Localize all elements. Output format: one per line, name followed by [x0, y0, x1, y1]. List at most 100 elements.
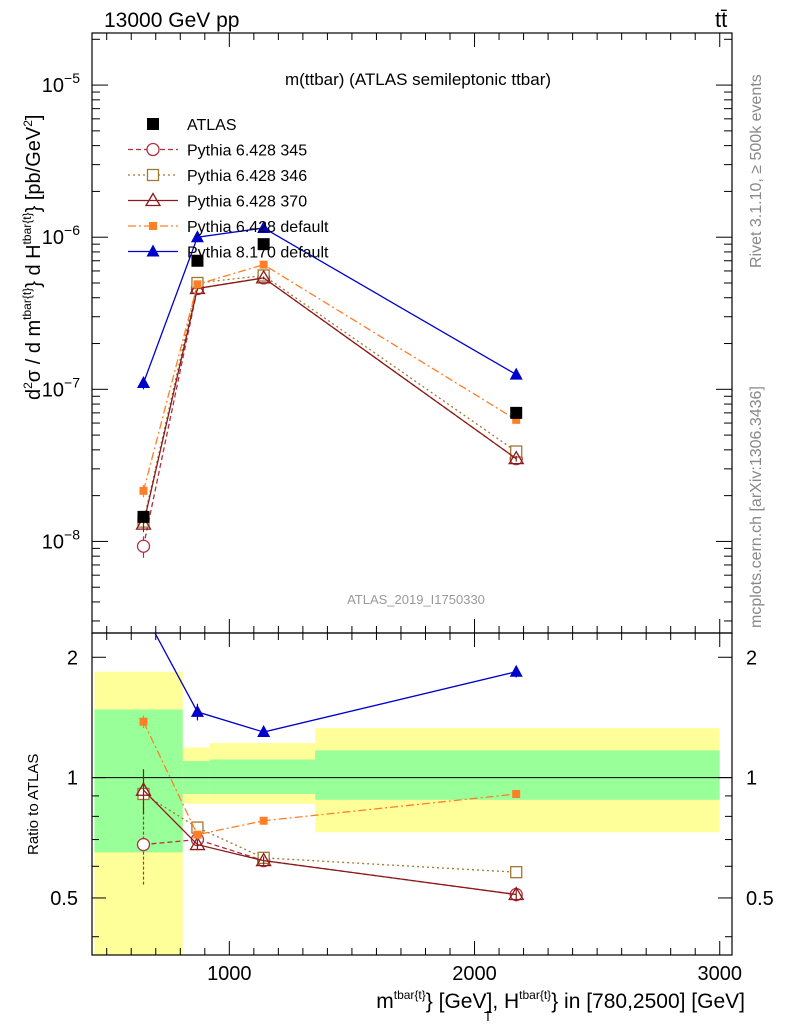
legend-marker [146, 142, 160, 157]
series-line [142, 277, 517, 525]
y-axis-label-part: d [23, 389, 45, 400]
data-point [259, 260, 268, 269]
uncertainty-band-inner [94, 709, 183, 853]
data-point [137, 510, 150, 523]
data-point [509, 367, 523, 380]
y-tick-exponent: −7 [64, 374, 80, 390]
data-point [255, 269, 272, 284]
y-tick-label: 10−7 [42, 374, 80, 401]
ratio-point [189, 836, 206, 851]
data-point [136, 376, 150, 389]
x-axis-label-subscript: T [484, 1009, 492, 1024]
data-point [190, 230, 204, 243]
y-axis-label-part: ] [23, 115, 45, 121]
series-line [142, 274, 517, 522]
legend: ATLAS Pythia 6.428 345 Pythia 6.428 346 Pyt… [128, 117, 329, 262]
ratio-point [257, 725, 271, 738]
ratio-point [512, 789, 521, 798]
ratio-y-tick-label: 1 [67, 768, 78, 790]
x-axis-label-part: m [376, 990, 394, 1013]
data-point [512, 415, 521, 424]
legend-label: ATLAS [187, 117, 237, 134]
legend-label: Pythia 8.170 default [187, 245, 329, 262]
series-atlas-main [137, 238, 523, 523]
ratio-point [137, 605, 150, 617]
analysis-watermark: ATLAS_2019_I1750330 [347, 592, 485, 607]
y-tick-exponent: −5 [64, 70, 80, 86]
y-axis-label-part: tbar{t} [20, 288, 34, 320]
data-point [193, 280, 202, 289]
ratio-point [509, 664, 523, 677]
x-axis-label: mtbar{t}} [GeV], Htbar{t}} in [780,2500]… [376, 988, 745, 1013]
data-point [508, 450, 525, 465]
ratio-point [193, 830, 202, 839]
data-point [139, 486, 148, 495]
ratio-point [139, 717, 148, 726]
y-axis-label-part: } [pb/GeV [23, 126, 45, 212]
series-pythia-6-428-370-main [135, 269, 525, 533]
data-point [510, 406, 523, 419]
y-axis-label-part: 2 [21, 382, 35, 389]
y-axis-label-group: d2σ / d mtbar{t}} d Htbar{t}} [pb/GeV2] [20, 115, 45, 400]
ratio-point [190, 704, 204, 717]
ratio-y-tick-label: 2 [67, 647, 78, 669]
data-point [257, 238, 270, 251]
header-process-label: 13000 GeV pp [104, 9, 240, 32]
ratio-point [508, 886, 525, 901]
legend-label: Pythia 6.428 345 [187, 143, 307, 160]
legend-marker [147, 118, 159, 130]
data-point [135, 515, 152, 530]
ratio-line [143, 793, 517, 873]
y-axis-label: d2σ / d mtbar{t}} d Htbar{t}} [pb/GeV2] [20, 115, 45, 400]
x-axis-label-part: } [GeV], H [426, 990, 519, 1013]
legend-marker [144, 192, 162, 207]
legend-marker [146, 244, 160, 257]
ratio-y-tick-label-right: 2 [746, 647, 757, 669]
ratio-y-tick-label-right: 1 [746, 768, 757, 790]
ratio-point [255, 852, 272, 867]
ratio-y-label-group: Ratio to ATLAS [25, 754, 42, 855]
series-pythia-8-170-default-ratio [137, 605, 523, 738]
y-axis-label-part: } d H [23, 244, 45, 287]
data-point [191, 254, 204, 267]
y-axis-label-part: σ / d m [23, 320, 45, 382]
series-pythia-6-428-default-ratio [139, 715, 521, 840]
uncertainty-band-inner [209, 759, 316, 794]
y-tick-exponent: −6 [64, 222, 80, 238]
y-tick-label: 10−6 [42, 222, 80, 249]
data-point [257, 220, 271, 233]
ratio-point [259, 816, 268, 825]
legend-marker [149, 222, 157, 230]
legend-label: Pythia 6.428 370 [187, 194, 307, 211]
ratio-line [143, 789, 517, 896]
ratio-y-axis-label: Ratio to ATLAS [25, 754, 42, 855]
side-rivet-label: Rivet 3.1.10, ≥ 500k events [748, 74, 765, 268]
series-pythia-6-428-default-main [139, 260, 521, 498]
side-source-label: mcplots.cern.ch [arXiv:1306.3436] [748, 386, 765, 628]
ratio-frame [91, 632, 733, 956]
x-tick-label: 1000 [207, 963, 252, 985]
legend-label: Pythia 6.428 346 [187, 168, 307, 185]
ratio-y-tick-label-right: 0.5 [746, 888, 774, 910]
chart-title: m(ttbar) (ATLAS semileptonic ttbar) [285, 70, 551, 89]
y-axis-label-part: tbar{t} [20, 212, 34, 244]
ratio-line [154, 633, 517, 733]
header-final-state-label: tt̄ [715, 7, 728, 32]
series-pythia-8-170-default-main [136, 220, 523, 390]
y-tick-exponent: −8 [64, 526, 80, 542]
ratio-point [136, 837, 151, 852]
ratio-point [135, 781, 152, 796]
y-tick-label: 10−8 [42, 526, 80, 553]
series-line [142, 263, 517, 492]
y-tick-label: 10−5 [42, 70, 80, 97]
series-pythia-6-428-370-ratio [135, 769, 525, 902]
x-axis-label-part: tbar{t} [394, 988, 426, 1002]
legend-label: Pythia 6.428 default [187, 219, 329, 236]
series-line [142, 227, 517, 384]
ratio-y-tick-label: 0.5 [50, 888, 78, 910]
x-tick-label: 3000 [697, 963, 742, 985]
ratio-point [510, 866, 523, 879]
data-point [136, 539, 151, 553]
ratio-line [143, 838, 517, 896]
